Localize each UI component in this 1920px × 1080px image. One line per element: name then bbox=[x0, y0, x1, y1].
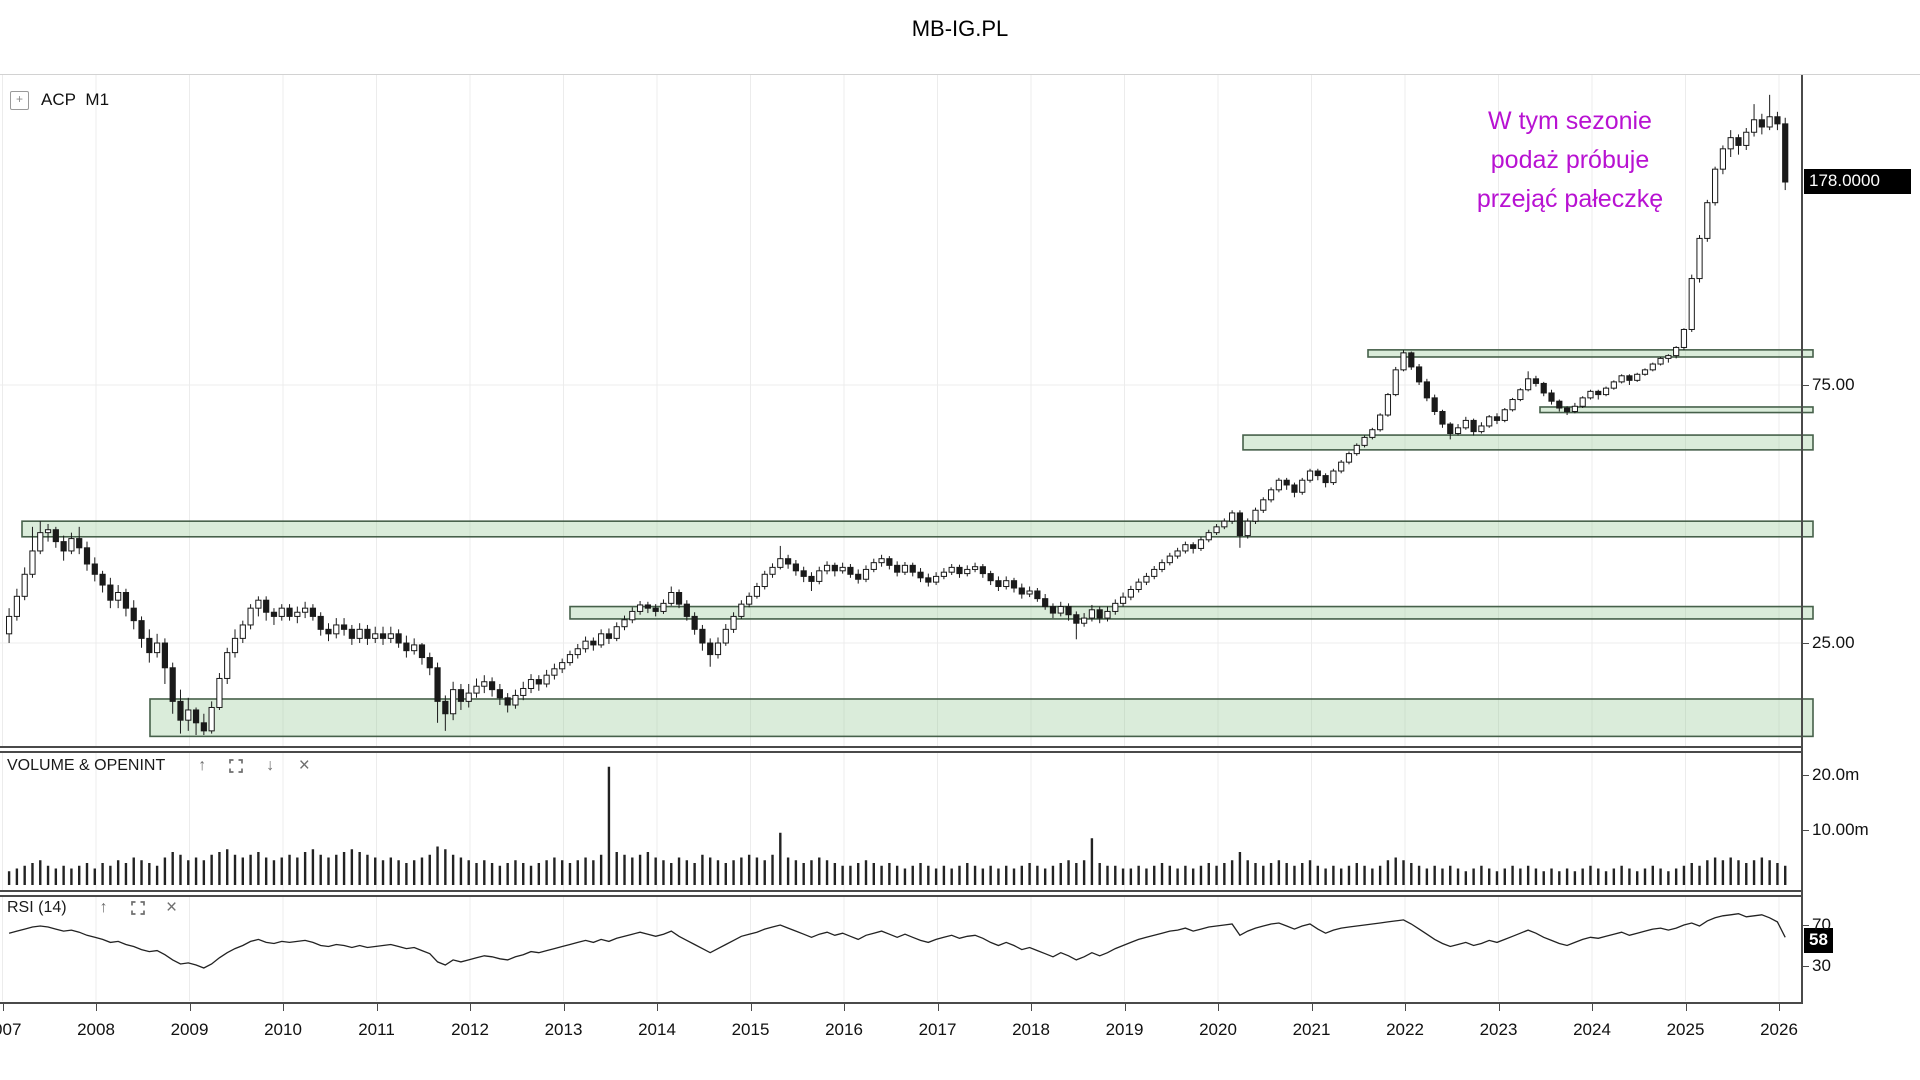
x-axis-year-label: 2015 bbox=[731, 1020, 770, 1039]
y-axis-label: 10.00m bbox=[1812, 820, 1869, 839]
x-axis-year-label: 2019 bbox=[1105, 1020, 1144, 1039]
y-axis-tick bbox=[1801, 643, 1809, 644]
x-axis-year-tick bbox=[470, 1003, 471, 1011]
last-price-badge: 178.0000 bbox=[1804, 169, 1911, 194]
close-pane-icon[interactable]: × bbox=[298, 755, 310, 776]
price-pane-header: + ACP M1 bbox=[10, 90, 119, 110]
chart-top-border bbox=[0, 74, 1920, 75]
chart-annotation[interactable]: W tym sezonie podaż próbuje przejąć pałe… bbox=[1425, 102, 1715, 219]
x-axis-year-label: 2008 bbox=[77, 1020, 115, 1039]
x-axis-year-tick bbox=[937, 1003, 939, 1011]
y-axis-tick bbox=[1801, 775, 1809, 776]
x-axis-year-label: 2016 bbox=[825, 1020, 863, 1039]
y-axis-label: 30 bbox=[1812, 956, 1831, 975]
x-axis-year-tick bbox=[2, 1003, 4, 1011]
y-axis-tick bbox=[1801, 966, 1809, 967]
page-title: MB-IG.PL bbox=[911, 16, 1009, 41]
collapse-pane-button[interactable]: + bbox=[10, 90, 29, 110]
symbol-label: ACP M1 bbox=[41, 90, 110, 109]
x-axis-year-label: 2026 bbox=[1760, 1020, 1798, 1039]
x-axis-year-label: 2012 bbox=[451, 1020, 489, 1039]
x-axis-year-label: 2009 bbox=[170, 1020, 209, 1039]
x-axis-year-label: 2024 bbox=[1573, 1020, 1611, 1039]
x-axis-line bbox=[0, 1002, 1803, 1004]
y-axis-label: 20.0m bbox=[1812, 765, 1860, 784]
x-axis-year-tick bbox=[1031, 1003, 1032, 1011]
x-axis-year-label: 2014 bbox=[638, 1020, 676, 1039]
x-axis-year-tick bbox=[1405, 1003, 1406, 1011]
x-axis-year-label: 2017 bbox=[918, 1020, 957, 1039]
expand-pane-icon[interactable] bbox=[125, 901, 151, 915]
move-pane-down-icon[interactable]: ↓ bbox=[266, 757, 275, 774]
rsi-pane-header: RSI (14) ↑ × bbox=[7, 897, 185, 919]
y-axis-label: 70 bbox=[1812, 915, 1831, 934]
x-axis-year-tick bbox=[1311, 1003, 1313, 1011]
y-axis-tick bbox=[1801, 830, 1809, 831]
supply-demand-zone-supply-2021 bbox=[1367, 349, 1814, 358]
annotation-line: W tym sezonie bbox=[1488, 107, 1652, 135]
rsi-value-badge: 58 bbox=[1804, 928, 1833, 953]
x-axis-year-tick bbox=[283, 1003, 284, 1011]
panel-separator[interactable] bbox=[0, 746, 1803, 753]
volume-pane-title: VOLUME & OPENINT bbox=[7, 757, 166, 774]
annotation-line: przejąć pałeczkę bbox=[1476, 185, 1664, 213]
x-axis-year-label: 2010 bbox=[264, 1020, 302, 1039]
move-pane-up-icon[interactable]: ↑ bbox=[198, 757, 207, 774]
x-axis-year-label: 2023 bbox=[1479, 1020, 1518, 1039]
x-axis-year-label: 2021 bbox=[1292, 1020, 1331, 1039]
x-axis-year-tick bbox=[563, 1003, 565, 1011]
supply-demand-zone-demand-2009 bbox=[149, 698, 1814, 738]
x-axis-year-tick bbox=[376, 1003, 378, 1011]
supply-demand-zone-supply-2013 bbox=[569, 605, 1814, 620]
volume-pane-header: VOLUME & OPENINT ↑ ↓ × bbox=[7, 755, 317, 777]
x-axis-year-label: 2022 bbox=[1386, 1020, 1424, 1039]
x-axis-year-tick bbox=[844, 1003, 845, 1011]
y-axis-label: 25.00 bbox=[1812, 633, 1855, 652]
x-axis-year-tick bbox=[1218, 1003, 1219, 1011]
x-axis-year-label: 2007 bbox=[0, 1020, 22, 1039]
x-axis-year-tick bbox=[1498, 1003, 1500, 1011]
x-axis-year-tick bbox=[750, 1003, 752, 1011]
y-axis-line bbox=[1801, 75, 1803, 1004]
x-axis-year-tick bbox=[96, 1003, 97, 1011]
x-axis-year-label: 2025 bbox=[1666, 1020, 1705, 1039]
x-axis-year-tick bbox=[1124, 1003, 1126, 1011]
y-axis-tick bbox=[1801, 925, 1809, 926]
x-axis-year-label: 2020 bbox=[1199, 1020, 1237, 1039]
y-axis-label: 75.00 bbox=[1812, 375, 1855, 394]
x-axis-year-tick bbox=[1779, 1003, 1780, 1011]
x-axis-year-tick bbox=[657, 1003, 658, 1011]
close-pane-icon[interactable]: × bbox=[166, 897, 178, 918]
annotation-line: podaż próbuje bbox=[1490, 146, 1650, 174]
x-axis-year-label: 2013 bbox=[544, 1020, 583, 1039]
panel-separator[interactable] bbox=[0, 890, 1803, 897]
move-pane-up-icon[interactable]: ↑ bbox=[99, 899, 108, 916]
supply-demand-zone-supply-2023 bbox=[1539, 406, 1814, 414]
x-axis-year-tick bbox=[1592, 1003, 1593, 1011]
rsi-pane-title: RSI (14) bbox=[7, 899, 67, 916]
x-axis-year-tick bbox=[189, 1003, 191, 1011]
x-axis-year-label: 2018 bbox=[1012, 1020, 1050, 1039]
supply-demand-zone-supply-2020 bbox=[1242, 434, 1814, 451]
x-axis-year-label: 2011 bbox=[358, 1020, 395, 1039]
supply-demand-zone-supply-2007 bbox=[21, 520, 1814, 538]
expand-pane-icon[interactable] bbox=[223, 759, 249, 773]
y-axis-tick bbox=[1801, 385, 1809, 386]
x-axis-year-tick bbox=[1685, 1003, 1687, 1011]
